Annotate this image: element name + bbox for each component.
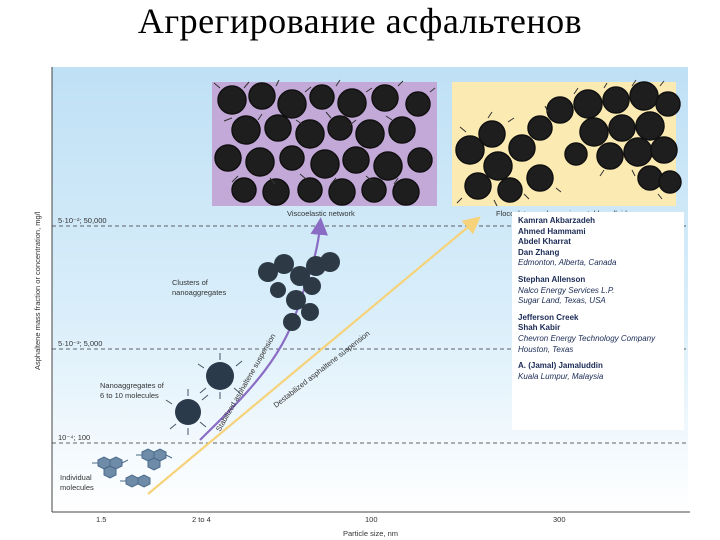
author-name: Shah Kabir (518, 323, 561, 333)
flocculates-image (452, 79, 682, 207)
author-name: A. (Jamal) Jamaluddin (518, 361, 603, 371)
slide-title: Агрегирование асфальтенов (137, 1, 583, 41)
nanoaggregates-label: Nanoaggregates of 6 to 10 molecules (100, 381, 165, 400)
viscoelastic-network-label: Viscoelastic network (287, 209, 355, 218)
individual-molecules-label: Individual molecules (60, 473, 94, 492)
x-tick-label: 1.5 (96, 515, 106, 524)
author-name: Stephan Allenson (518, 274, 586, 284)
author-name: Ahmed Hammami (518, 226, 586, 236)
author-location: Kuala Lumpur, Malaysia (518, 371, 604, 381)
destabilized-suspension-arrow (147, 216, 481, 495)
author-name: Kamran Akbarzadeh (518, 216, 596, 225)
y-tick-label: 10⁻⁴; 100 (58, 433, 90, 442)
author-group: A. (Jamal) Jamaluddin Kuala Lumpur, Mala… (518, 361, 678, 382)
clusters-label: Clusters of nanoaggregates (172, 278, 226, 297)
author-group: Kamran Akbarzadeh Ahmed Hammami Abdel Kh… (518, 216, 678, 269)
author-name: Dan Zhang (518, 247, 560, 257)
x-tick-label: 300 (553, 515, 566, 524)
x-axis-label: Particle size, nm (343, 529, 398, 538)
y-axis-label: Asphaltene mass fraction or concentratio… (33, 211, 42, 370)
x-tick-label: 100 (365, 515, 378, 524)
clusters-illustration (258, 252, 340, 331)
nanoaggregates-illustration (165, 353, 243, 435)
author-location: Nalco Energy Services L.P. Sugar Land, T… (518, 285, 615, 306)
author-location: Chevron Energy Technology Company Housto… (518, 333, 656, 354)
authors-box: Kamran Akbarzadeh Ahmed Hammami Abdel Kh… (512, 212, 684, 430)
author-name: Abdel Kharrat (518, 237, 571, 247)
author-group: Stephan Allenson Nalco Energy Services L… (518, 275, 678, 307)
author-location: Edmonton, Alberta, Canada (518, 258, 617, 268)
individual-molecules-illustration (92, 448, 173, 488)
y-tick-label: 5·10⁻²; 50,000 (58, 216, 107, 225)
y-tick-label: 5·10⁻³; 5,000 (58, 339, 102, 348)
author-name: Jefferson Creek (518, 312, 579, 322)
author-group: Jefferson Creek Shah Kabir Chevron Energ… (518, 313, 678, 355)
x-tick-label: 2 to 4 (192, 515, 211, 524)
viscoelastic-network-image (212, 79, 437, 206)
